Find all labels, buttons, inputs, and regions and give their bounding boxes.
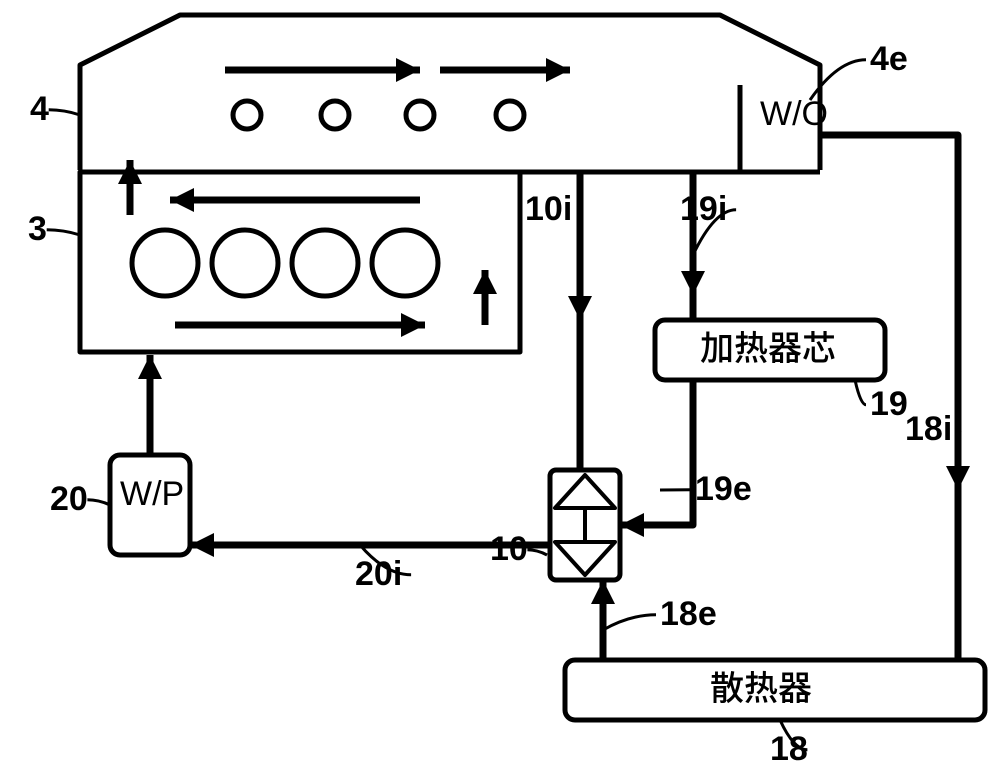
leader-r18e xyxy=(603,615,656,630)
ref-20: 20 xyxy=(50,480,88,518)
ref-18i: 18i xyxy=(905,410,952,448)
ref-4e: 4e xyxy=(870,40,908,78)
leader-r10i xyxy=(580,210,581,310)
up-left xyxy=(118,160,142,215)
head-flow-arrow xyxy=(225,58,420,82)
leader-r4 xyxy=(49,110,80,115)
ref-18: 18 xyxy=(770,730,808,768)
ref-3: 3 xyxy=(28,210,47,248)
wp-to-block xyxy=(138,355,162,455)
rad-to-valve-18e xyxy=(591,580,615,660)
leader-r3 xyxy=(47,230,80,235)
ref-18e: 18e xyxy=(660,595,717,633)
rad-label: 散热器 xyxy=(710,661,812,710)
ref-10i: 10i xyxy=(525,190,572,228)
leader-r20 xyxy=(87,500,110,505)
head-flow-arrow-2 xyxy=(440,58,570,82)
ref-20i: 20i xyxy=(355,555,402,593)
flow-lines xyxy=(118,58,970,660)
heater-to-valve-19e xyxy=(620,380,693,537)
ref-4: 4 xyxy=(30,90,49,128)
block-bot-arrow xyxy=(175,313,425,337)
block-cylinders xyxy=(132,230,438,296)
diagram-canvas: W/O W/P 加热器芯散热器 3 4 4e 10 10i 18 18e 18i19 19e 19i 2… xyxy=(0,0,1000,781)
wo-label: W/O xyxy=(760,95,828,133)
thermostat-valve xyxy=(550,470,620,580)
block-labels: W/O W/P 加热器芯散热器 xyxy=(120,95,836,710)
ref-19: 19 xyxy=(870,385,908,423)
leader-r19 xyxy=(855,380,866,405)
head-ports xyxy=(233,101,524,129)
up-right xyxy=(473,270,497,325)
leader-r10 xyxy=(527,550,547,555)
engine-block xyxy=(80,15,820,352)
ref-19e: 19e xyxy=(695,470,752,508)
wp-label: W/P xyxy=(120,475,184,513)
block-top-arrow xyxy=(170,188,420,212)
heater-label: 加热器芯 xyxy=(700,321,836,370)
ref-19i: 19i xyxy=(680,190,727,228)
ref-10: 10 xyxy=(490,530,528,568)
